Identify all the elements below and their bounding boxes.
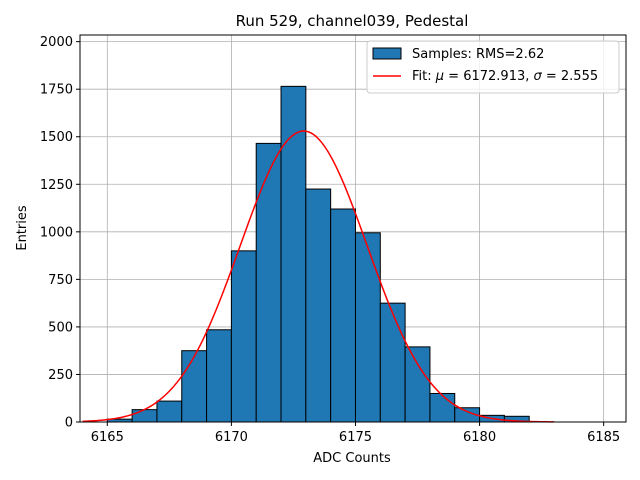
x-axis-label: ADC Counts (313, 451, 391, 466)
y-axis-label: Entries (15, 205, 30, 251)
y-tick-label: 1250 (40, 178, 73, 193)
histogram-bar (230, 250, 257, 423)
legend-fit-sigma-symbol: σ (534, 69, 543, 84)
x-tick-label: 6170 (215, 430, 248, 445)
histogram-bar (156, 400, 183, 423)
legend: Samples: RMS=2.62 Fit: μ = 6172.913, σ =… (366, 40, 620, 94)
histogram-bar (354, 232, 381, 423)
y-tick-label: 0 (65, 416, 73, 431)
x-tick-label: 6165 (91, 430, 124, 445)
histogram-bar (330, 208, 356, 423)
legend-label-samples: Samples: RMS=2.62 (412, 47, 544, 62)
plot-frame (79, 34, 627, 423)
legend-fit-prefix: Fit: (412, 69, 436, 84)
legend-fit-mu-value: = 6172.913, (444, 69, 533, 84)
histogram-bar (379, 302, 406, 423)
legend-fit-sigma-value: = 2.555 (542, 69, 598, 84)
y-tick-label: 2000 (40, 35, 73, 50)
y-axis-ticks: 0 250 500 750 1000 1250 1500 1750 2000 (40, 35, 80, 431)
legend-fit-mu-symbol: μ (435, 69, 444, 84)
histogram-bar (429, 392, 456, 423)
y-tick-label: 500 (48, 320, 73, 335)
y-tick-label: 250 (48, 368, 73, 383)
legend-label-fit: Fit: μ = 6172.913, σ = 2.555 (412, 69, 598, 84)
legend-swatch-samples (372, 47, 402, 60)
x-axis-ticks: 6165 6170 6175 6180 6185 (91, 422, 620, 445)
legend-box (366, 40, 620, 94)
y-tick-label: 1750 (40, 83, 73, 98)
histogram-bar (305, 188, 332, 423)
y-tick-label: 1000 (40, 225, 73, 240)
x-tick-label: 6185 (587, 430, 620, 445)
histogram-bar (131, 409, 158, 423)
x-tick-label: 6175 (339, 430, 372, 445)
histogram-bar (280, 85, 307, 423)
chart-title: Run 529, channel039, Pedestal (236, 12, 469, 30)
y-tick-label: 750 (48, 273, 73, 288)
histogram-bar (255, 142, 282, 423)
histogram-bar (181, 350, 208, 423)
y-tick-label: 1500 (40, 130, 73, 145)
gaussian-fit-curve (82, 130, 555, 423)
histogram-bar (206, 329, 232, 423)
histogram-bar (404, 346, 431, 423)
x-tick-label: 6180 (463, 430, 496, 445)
